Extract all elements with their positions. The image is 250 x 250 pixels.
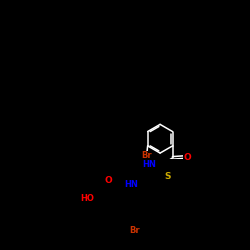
Text: O: O — [104, 176, 112, 186]
Text: HO: HO — [80, 194, 94, 203]
Text: Br: Br — [129, 226, 140, 235]
Text: HN: HN — [143, 160, 156, 169]
Text: O: O — [184, 152, 192, 162]
Text: Br: Br — [142, 151, 152, 160]
Text: S: S — [164, 172, 170, 182]
Text: HN: HN — [124, 180, 138, 189]
